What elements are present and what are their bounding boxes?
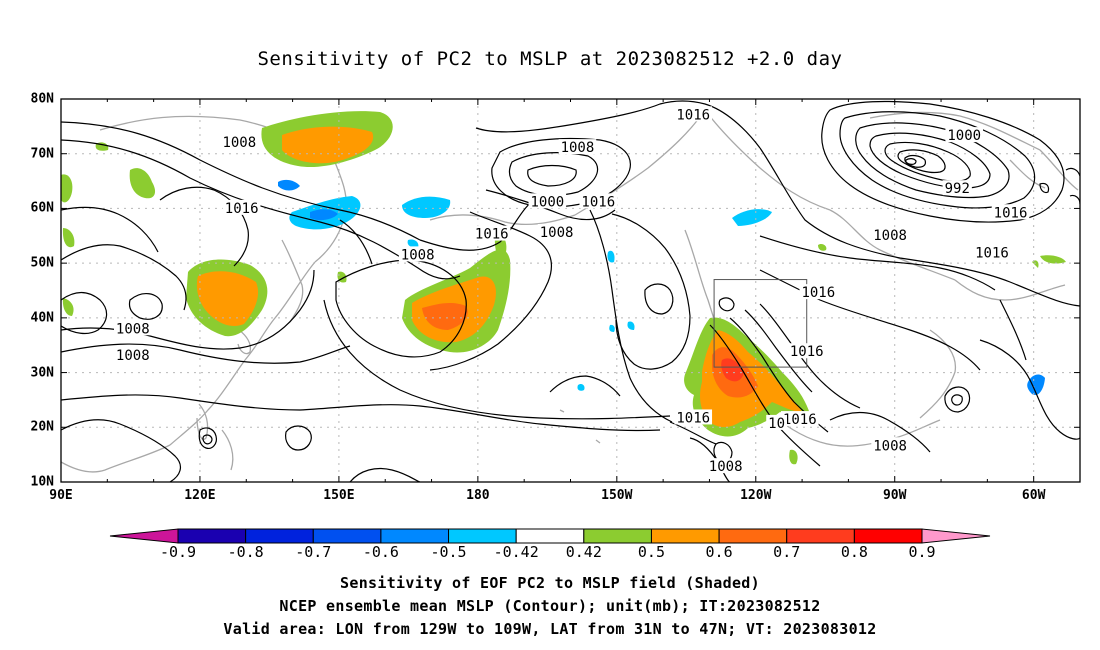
lat-tick-label: 30N <box>30 365 54 381</box>
contour-label-background <box>871 437 909 453</box>
contour-label: 1008 <box>222 135 256 151</box>
contour-label: 1016 <box>783 412 817 428</box>
contour-label-background <box>113 320 152 336</box>
colorbar-swatch <box>312 528 382 544</box>
lon-tick-label: 150W <box>601 488 633 503</box>
colorbar-swatch <box>380 528 450 544</box>
contour-label: 1000 <box>947 128 981 144</box>
lon-tick-label: 90E <box>49 488 73 503</box>
contour-label-background <box>537 223 576 239</box>
contour-label-background <box>766 414 788 430</box>
colorbar-label: -0.6 <box>362 543 399 561</box>
contour-label: 1008 <box>873 438 907 454</box>
colorbar-label: -0.5 <box>430 543 467 561</box>
contour-labels: 1016 1008 1000 992 1000 1016 1008 1016 1008 1008 1… <box>113 106 1030 475</box>
colorbar-swatch <box>245 528 314 544</box>
contour-label: 1008 <box>709 459 743 475</box>
contour-label-background <box>674 409 713 425</box>
contour-label: 1016 <box>475 227 509 243</box>
contour-label: 1008 <box>401 247 435 263</box>
lon-tick-label: 90W <box>882 488 907 503</box>
lon-tick-label: 150E <box>323 488 355 503</box>
contour-label: 1016 <box>994 205 1028 221</box>
contour-label: 1008 <box>116 321 150 337</box>
contour-label: 1016 <box>801 285 835 301</box>
contour-label: 1016 <box>676 107 710 123</box>
contour-label-background <box>942 180 972 196</box>
colorbar-swatch <box>786 528 855 544</box>
colorbar-high-extension <box>921 528 991 544</box>
contour-label: 1016 <box>790 344 824 360</box>
contour-label-background <box>787 343 826 359</box>
contour-label-background <box>871 227 909 243</box>
colorbar <box>109 528 991 544</box>
caption-line-1: Sensitivity of EOF PC2 to MSLP field (Sh… <box>340 574 760 592</box>
mslp-contours <box>61 100 1080 482</box>
contour-label: 1016 <box>975 246 1009 262</box>
colorbar-swatch <box>515 528 585 544</box>
contour-label-background <box>780 411 819 427</box>
contour-label-background <box>973 244 1011 260</box>
lon-tick-label: 180 <box>466 488 490 503</box>
lat-tick-label: 80N <box>30 91 54 107</box>
contour-label: 1016 <box>581 194 615 210</box>
contour-label: 1016 <box>676 410 710 426</box>
colorbar-swatch <box>853 528 923 544</box>
colorbar-label: 0.42 <box>565 543 602 561</box>
contour-label-background <box>113 347 152 363</box>
contour-label: 1008 <box>116 348 150 364</box>
lat-tick-label: 20N <box>30 419 54 435</box>
caption-line-3: Valid area: LON from 129W to 109W, LAT f… <box>223 620 877 638</box>
contour-label: 1016 <box>225 201 259 217</box>
contour-label-background <box>706 458 745 474</box>
colorbar-label: 0.6 <box>705 543 733 561</box>
lat-tick-label: 40N <box>30 310 54 326</box>
contour-label: 10 <box>768 416 785 432</box>
contour-label-background <box>472 225 511 241</box>
colorbar-label: -0.8 <box>227 543 264 561</box>
contour-label-background <box>558 139 597 155</box>
lat-tick-label: 10N <box>30 474 54 490</box>
valid-area-box <box>713 279 808 368</box>
lat-tick-label: 60N <box>30 200 54 216</box>
colorbar-swatch <box>650 528 720 544</box>
contour-label: 1008 <box>873 228 907 244</box>
contour-label: 992 <box>945 181 970 197</box>
colorbar-label: -0.9 <box>159 543 197 561</box>
lon-tick-label: 120W <box>740 488 772 503</box>
lon-tick-label: 120E <box>184 488 216 503</box>
colorbar-label: -0.7 <box>295 543 332 561</box>
colorbar-label: 0.9 <box>908 543 936 561</box>
lat-tick-label: 70N <box>30 146 54 162</box>
contour-label-background <box>528 193 567 209</box>
colorbar-label: 0.7 <box>773 543 801 561</box>
caption-line-2: NCEP ensemble mean MSLP (Contour); unit(… <box>279 597 821 615</box>
contour-label-background <box>220 134 259 150</box>
colorbar-label: 0.8 <box>840 543 868 561</box>
colorbar-swatch <box>177 528 247 544</box>
colorbar-swatch <box>448 528 517 544</box>
colorbar-label: -0.42 <box>493 543 539 561</box>
lat-tick-label: 50N <box>30 255 54 271</box>
lon-tick-label: 60W <box>1021 488 1046 503</box>
contour-label: 1000 <box>530 194 564 210</box>
contour-label: 1008 <box>540 225 574 241</box>
contour-label-background <box>945 127 984 143</box>
colorbar-swatch <box>718 528 788 544</box>
contour-label-background <box>799 284 838 300</box>
contour-label: 1008 <box>561 140 595 156</box>
contour-label-background <box>991 204 1030 220</box>
colorbar-low-extension <box>109 528 179 544</box>
contour-label-background <box>579 193 618 209</box>
plot-title: Sensitivity of PC2 to MSLP at 2023082512… <box>257 48 843 70</box>
colorbar-swatch <box>583 528 652 544</box>
colorbar-label: 0.5 <box>637 543 665 561</box>
contour-label-background <box>222 199 261 215</box>
axis-ticks <box>60 98 1080 483</box>
contour-label-background <box>674 106 713 122</box>
contour-label-background <box>398 246 437 262</box>
